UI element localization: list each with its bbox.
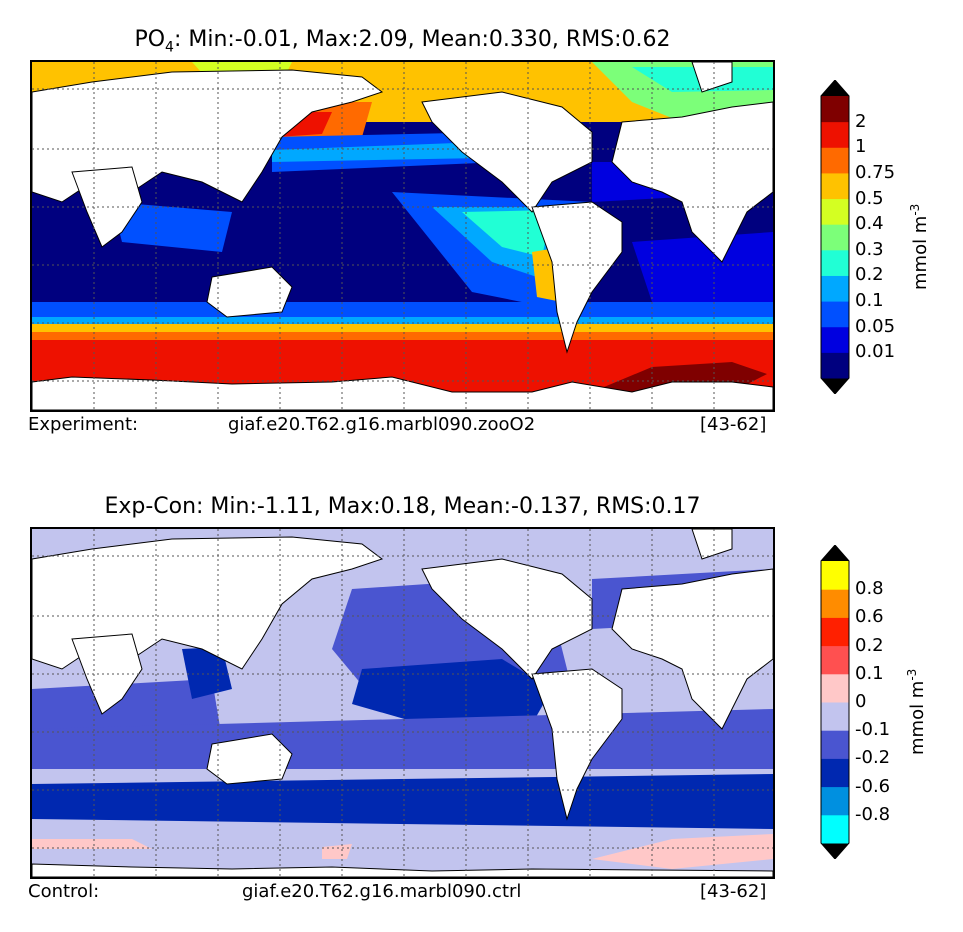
colorbar-tick-label: 0.4 [855, 213, 884, 235]
colorbar-segment [821, 814, 849, 844]
map1-ind-blue [112, 202, 232, 252]
map1-spac-cyan [462, 210, 552, 257]
colorbar-segment [821, 352, 849, 379]
colorbar-segment [821, 121, 849, 148]
panel1-map [30, 60, 775, 412]
panel1-title: PO4: Min:-0.01, Max:2.09, Mean:0.330, RM… [30, 27, 775, 55]
colorbar-extend-over [821, 545, 849, 561]
panel1-map-svg [32, 62, 773, 410]
panel2-title: Exp-Con: Min:-1.11, Max:0.18, Mean:-0.13… [104, 494, 701, 519]
colorbar-extend-under [821, 378, 849, 394]
panel1-title-rest: : Min:-0.01, Max:2.09, Mean:0.330, RMS:0… [173, 27, 671, 52]
colorbar-segment [821, 172, 849, 200]
colorbar-tick-label: 0.8 [855, 578, 884, 600]
panel1-colorbar [820, 80, 850, 394]
colorbar-segment [821, 758, 849, 788]
map1-so-band4 [32, 332, 773, 342]
colorbar-tick-label: 0 [855, 691, 867, 712]
panel2-footer-left: Control: [28, 881, 100, 902]
map2-ind-core [182, 647, 232, 699]
map2-so-pink-mid [322, 844, 352, 859]
colorbar-segment [821, 786, 849, 816]
panel1-footer-left: Experiment: [28, 414, 139, 435]
colorbar-segment [821, 96, 849, 123]
colorbar-segment [821, 198, 849, 225]
colorbar-tick-label: 0.2 [855, 634, 884, 656]
panel2-colorbar [820, 545, 850, 859]
panel2-colorbar-title: mmol m-3 [905, 669, 928, 755]
colorbar-tick-label: 0.05 [855, 315, 896, 337]
colorbar-tick-label: 0.1 [855, 662, 884, 684]
colorbar-tick-label: 0.3 [855, 238, 884, 260]
map1-land [32, 62, 773, 410]
map2-so-band2 [32, 774, 773, 829]
colorbar-extend-over [821, 80, 849, 96]
map1-satl-blue [632, 232, 773, 302]
colorbar-tick-label: 0.6 [855, 606, 884, 628]
colorbar-segment [821, 147, 849, 174]
colorbar-segment [821, 275, 849, 302]
colorbar-tick-label: -0.2 [855, 747, 891, 769]
colorbar-segment [821, 589, 849, 618]
panel2-footer-center: giaf.e20.T62.g16.marbl090.ctrl [242, 881, 522, 902]
panel2-colorbar-unit: mmol m [907, 680, 928, 755]
colorbar-tick-label: 0.5 [855, 187, 884, 209]
colorbar-segment [821, 617, 849, 647]
map1-so-band3 [32, 324, 773, 334]
panel2-map [30, 527, 775, 879]
colorbar-segment [821, 301, 849, 328]
colorbar-segment [821, 224, 849, 251]
map2-so-pink-right [592, 834, 773, 869]
colorbar-extend-under [821, 843, 849, 859]
colorbar-tick-label: 0.2 [855, 264, 884, 286]
colorbar-segment [821, 326, 849, 353]
panel2-footer-right: [43-62] [700, 881, 767, 902]
panel1-colorbar-unit: mmol m [910, 215, 931, 290]
panel1-footer-center: giaf.e20.T62.g16.marbl090.zooO2 [228, 414, 536, 435]
colorbar-tick-label: -0.6 [855, 775, 891, 797]
colorbar-segment [821, 561, 849, 590]
panel1-title-sub: 4 [165, 39, 174, 56]
map2-epac-core [352, 659, 552, 724]
colorbar-tick-label: -0.8 [855, 803, 891, 825]
colorbar-segment [821, 702, 849, 731]
map2-gridlines [32, 529, 773, 877]
colorbar-segment [821, 645, 849, 675]
panel2-colorbar-unit-exp: -3 [905, 668, 919, 681]
colorbar-segment [821, 730, 849, 759]
colorbar-tick-label: 0.01 [855, 341, 896, 363]
map1-npac-light [272, 142, 482, 162]
colorbar-tick-label: -0.1 [855, 719, 891, 741]
panel1-footer-right: [43-62] [700, 414, 767, 435]
panel1-colorbar-title: mmol m-3 [908, 204, 931, 290]
colorbar-tick-label: 2 [855, 110, 867, 132]
colorbar-segment [821, 673, 849, 703]
colorbar-outline [820, 545, 850, 859]
map1-gridlines [32, 62, 773, 410]
map2-so-pink-left [32, 839, 152, 849]
panel2-map-svg [32, 529, 773, 877]
colorbar-segment [821, 249, 849, 276]
panel1-title-main: PO [134, 27, 166, 52]
colorbar-outline [820, 80, 850, 394]
colorbar-tick-label: 0.75 [855, 161, 896, 183]
panel1-colorbar-unit-exp: -3 [908, 203, 922, 216]
colorbar-tick-label: 1 [855, 136, 867, 158]
colorbar-tick-label: 0.1 [855, 290, 884, 312]
